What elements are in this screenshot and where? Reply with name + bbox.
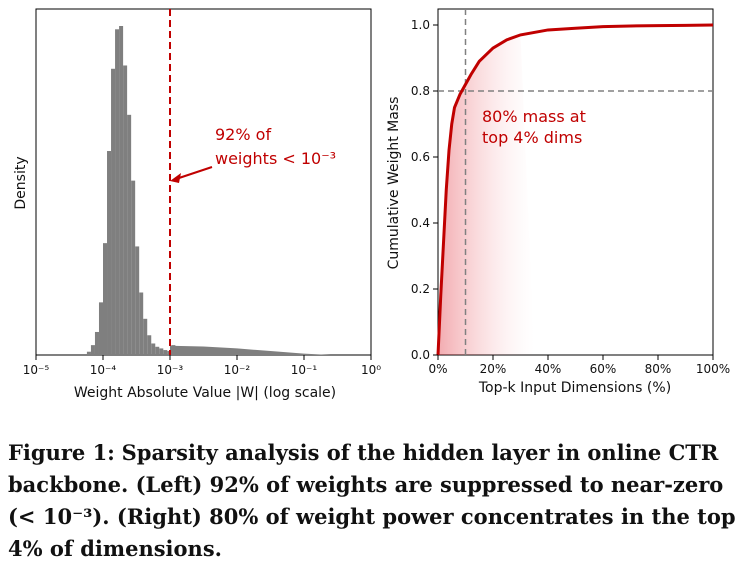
caption-text: Sparsity analysis of the hidden layer in… bbox=[8, 440, 736, 561]
left-x-ticks: 10⁻⁵ 10⁻⁴ 10⁻³ 10⁻² 10⁻¹ 10⁰ bbox=[23, 355, 381, 377]
histogram-bar bbox=[123, 65, 128, 355]
right-x-ticks: 0% 20% 40% 60% 80% 100% bbox=[428, 355, 730, 376]
histogram-bar bbox=[111, 68, 116, 356]
histogram-bar bbox=[147, 335, 152, 355]
y-tick-label: 0.0 bbox=[411, 348, 430, 362]
right-x-axis-label: Top-k Input Dimensions (%) bbox=[478, 380, 671, 396]
y-tick-label: 0.6 bbox=[411, 150, 430, 164]
left-histogram-panel: 10⁻⁵ 10⁻⁴ 10⁻³ 10⁻² 10⁻¹ 10⁰ Weight Absolute … bbox=[13, 8, 381, 401]
x-tick-label: 100% bbox=[696, 362, 730, 376]
figure-caption: Figure 1: Sparsity analysis of the hidde… bbox=[8, 437, 740, 565]
histogram-bars bbox=[86, 26, 176, 356]
annotation-arrow bbox=[175, 166, 213, 180]
caption-label: Figure 1: bbox=[8, 440, 115, 465]
annotation-arrowhead bbox=[170, 173, 181, 183]
histogram-bar bbox=[107, 151, 112, 355]
figure-panels: 10⁻⁵ 10⁻⁴ 10⁻³ 10⁻² 10⁻¹ 10⁰ Weight Absolute … bbox=[13, 8, 730, 401]
y-tick-label: 0.2 bbox=[411, 282, 430, 296]
histogram-bar bbox=[127, 114, 132, 355]
histogram-bar bbox=[94, 331, 99, 355]
left-axes-frame bbox=[35, 8, 372, 356]
histogram-bar bbox=[119, 26, 124, 355]
histogram-bar bbox=[90, 345, 95, 355]
cumulative-fill bbox=[438, 34, 535, 356]
histogram-bar bbox=[155, 346, 160, 355]
x-tick-label: 10⁻² bbox=[224, 363, 251, 377]
x-tick-label: 20% bbox=[480, 362, 507, 376]
right-annotation-line-1: 80% mass at bbox=[482, 107, 586, 126]
x-tick-label: 60% bbox=[590, 362, 617, 376]
left-x-axis-label: Weight Absolute Value |W| (log scale) bbox=[74, 385, 336, 401]
histogram-bar bbox=[135, 246, 140, 355]
x-tick-label: 10⁰ bbox=[361, 363, 381, 377]
histogram-bar bbox=[103, 243, 108, 355]
x-tick-label: 10⁻³ bbox=[157, 363, 184, 377]
histogram-bar bbox=[115, 29, 120, 355]
x-tick-label: 10⁻¹ bbox=[291, 363, 318, 377]
right-annotation-line-2: top 4% dims bbox=[482, 128, 582, 147]
x-tick-label: 80% bbox=[645, 362, 672, 376]
left-annotation-line-1: 92% of bbox=[215, 125, 271, 144]
x-tick-label: 40% bbox=[535, 362, 562, 376]
histogram-bar bbox=[98, 302, 103, 355]
x-tick-label: 10⁻⁴ bbox=[90, 363, 117, 377]
right-cumulative-panel: 0% 20% 40% 60% 80% 100% 0.0 0.2 0.4 0.6 0.8 1.0 To… bbox=[386, 8, 730, 396]
histogram-tail bbox=[170, 345, 331, 355]
left-annotation-line-2: weights < 10⁻³ bbox=[215, 149, 336, 168]
y-tick-label: 0.8 bbox=[411, 84, 430, 98]
histogram-bar bbox=[86, 351, 91, 355]
histogram-bar bbox=[143, 318, 148, 355]
histogram-bar bbox=[159, 348, 164, 355]
x-tick-label: 10⁻⁵ bbox=[23, 363, 50, 377]
y-tick-label: 1.0 bbox=[411, 18, 430, 32]
histogram-bar bbox=[151, 343, 156, 355]
y-tick-label: 0.4 bbox=[411, 216, 430, 230]
histogram-bar bbox=[139, 292, 144, 355]
left-y-axis-label: Density bbox=[13, 156, 29, 209]
cumulative-line bbox=[436, 23, 714, 356]
histogram-bar bbox=[163, 350, 168, 355]
right-y-ticks: 0.0 0.2 0.4 0.6 0.8 1.0 bbox=[411, 18, 438, 362]
right-y-axis-label: Cumulative Weight Mass bbox=[386, 97, 402, 270]
histogram-bar bbox=[131, 180, 136, 355]
x-tick-label: 0% bbox=[428, 362, 447, 376]
